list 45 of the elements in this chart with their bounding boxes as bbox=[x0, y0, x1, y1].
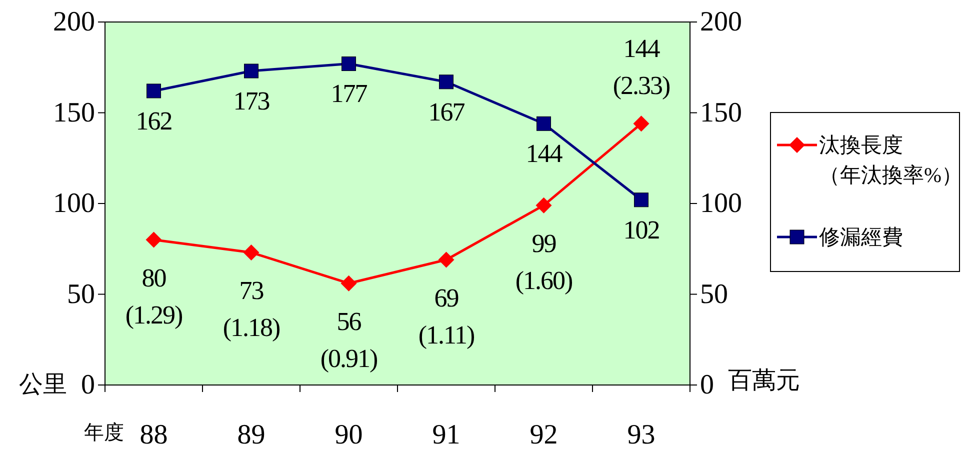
data-label: 99 (1.60) bbox=[515, 228, 572, 295]
data-label: 56 (0.91) bbox=[320, 306, 378, 373]
y-tick-label: 200 bbox=[53, 6, 95, 38]
data-label: 173 bbox=[233, 86, 270, 116]
data-label: 162 bbox=[136, 106, 172, 136]
point bbox=[536, 197, 552, 214]
data-label: 177 bbox=[330, 79, 368, 108]
point bbox=[243, 244, 260, 261]
x-tick-label: 93 bbox=[627, 420, 656, 450]
y-tick-label: 100 bbox=[53, 188, 95, 219]
data-label: 80 (1.29) bbox=[125, 263, 182, 330]
y-tick-label: 0 bbox=[81, 370, 95, 400]
y2-tick-label: 200 bbox=[700, 6, 742, 38]
y2-axis-title: 百萬元 bbox=[728, 368, 800, 394]
point bbox=[634, 192, 648, 208]
point bbox=[342, 56, 356, 71]
data-label: 167 bbox=[428, 97, 466, 126]
x-tick-label: 88 bbox=[140, 420, 168, 450]
y2-tick-label: 50 bbox=[700, 278, 728, 310]
x-tick-label: 90 bbox=[334, 420, 363, 450]
x-tick-label: 92 bbox=[530, 420, 558, 450]
x-tick-label: 89 bbox=[237, 420, 266, 450]
legend-label: 汰換長度（年汰換率%） bbox=[819, 132, 962, 189]
data-label: 73 (1.18) bbox=[222, 276, 280, 342]
point bbox=[244, 64, 258, 78]
y-tick-label: 150 bbox=[53, 97, 95, 128]
x-tick-label: 91 bbox=[432, 420, 460, 450]
legend-label: 修漏經費 bbox=[819, 224, 904, 251]
point bbox=[439, 74, 454, 90]
point bbox=[536, 116, 551, 131]
point bbox=[146, 232, 162, 248]
y2-tick-label: 150 bbox=[700, 97, 742, 128]
y2-tick-label: 0 bbox=[700, 370, 714, 400]
point bbox=[438, 252, 454, 268]
point bbox=[146, 84, 161, 98]
data-label: 144 (2.33) bbox=[612, 34, 670, 100]
point bbox=[340, 275, 357, 292]
y-tick-label: 50 bbox=[67, 278, 95, 310]
data-label: 102 bbox=[623, 215, 660, 244]
y-axis-title: 公里 bbox=[19, 372, 67, 398]
data-label: 69 (1.11) bbox=[418, 283, 475, 350]
x-axis-title: 年度 bbox=[84, 422, 124, 444]
data-label: 144 bbox=[526, 139, 563, 168]
point bbox=[633, 116, 650, 132]
y2-tick-label: 100 bbox=[700, 188, 742, 219]
